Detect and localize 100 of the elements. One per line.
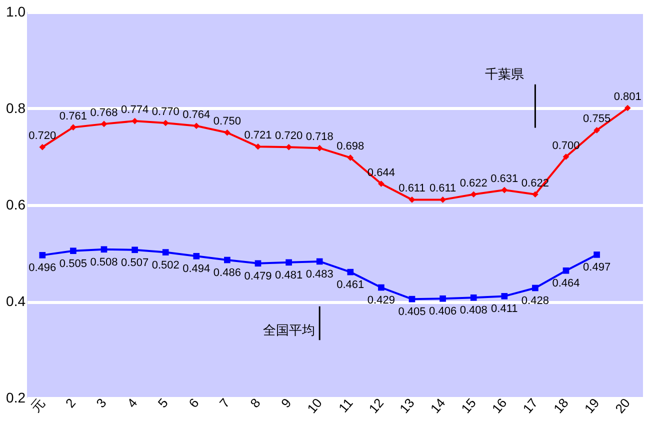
x-tick-label: 18 bbox=[550, 395, 572, 416]
y-tick-label: 0.8 bbox=[6, 100, 26, 116]
x-tick-label: 17 bbox=[520, 395, 541, 416]
x-tick-label: 4 bbox=[124, 395, 140, 411]
point bbox=[316, 258, 323, 265]
x-tick-label: 15 bbox=[458, 395, 479, 416]
data-label: 0.611 bbox=[429, 182, 456, 195]
data-label: 0.464 bbox=[552, 278, 580, 290]
data-label: 0.770 bbox=[152, 106, 180, 118]
data-label: 0.755 bbox=[583, 113, 611, 126]
point bbox=[193, 122, 200, 130]
x-tick-label: 8 bbox=[247, 395, 264, 411]
data-label: 0.768 bbox=[90, 106, 118, 119]
point bbox=[286, 259, 292, 266]
point bbox=[624, 104, 631, 112]
point bbox=[408, 296, 416, 302]
x-tick-label: 9 bbox=[278, 395, 294, 411]
data-label: 0.505 bbox=[59, 258, 87, 270]
x-tick-label: 5 bbox=[154, 395, 171, 411]
data-label: 0.408 bbox=[460, 304, 488, 317]
data-label: 0.429 bbox=[367, 294, 395, 307]
point bbox=[408, 196, 416, 203]
x-tick-label: 14 bbox=[427, 395, 448, 416]
text: 千葉県 bbox=[484, 66, 524, 82]
data-label: 0.720 bbox=[275, 130, 303, 142]
point bbox=[132, 118, 138, 124]
y-tick-label: 1.0 bbox=[6, 4, 26, 20]
point bbox=[39, 144, 46, 150]
data-label: 0.622 bbox=[460, 177, 488, 190]
data-label: 0.750 bbox=[213, 116, 241, 128]
point bbox=[470, 294, 477, 301]
point bbox=[562, 267, 570, 274]
x-tick-label: 10 bbox=[304, 395, 325, 416]
data-label: 0.761 bbox=[59, 110, 87, 122]
data-label: 0.718 bbox=[306, 131, 334, 144]
point bbox=[193, 252, 200, 260]
point bbox=[347, 268, 354, 276]
point bbox=[594, 127, 600, 134]
x-tick-label: 20 bbox=[612, 395, 633, 416]
point bbox=[132, 246, 138, 254]
x-tick-label: 11 bbox=[336, 395, 356, 416]
data-label: 0.461 bbox=[336, 279, 364, 292]
data-label: 0.507 bbox=[121, 256, 149, 269]
point bbox=[100, 246, 108, 253]
point bbox=[440, 295, 446, 302]
data-label: 0.411 bbox=[491, 303, 518, 316]
data-label: 0.479 bbox=[244, 270, 272, 282]
data-label: 0.406 bbox=[429, 306, 457, 318]
point bbox=[501, 293, 508, 300]
point bbox=[532, 191, 538, 198]
data-label: 0.698 bbox=[336, 140, 364, 153]
x-tick-label: 13 bbox=[396, 395, 418, 416]
data-label: 0.631 bbox=[490, 173, 518, 186]
point bbox=[254, 143, 262, 150]
data-label: 0.801 bbox=[614, 91, 642, 104]
y-tick-label: 0.6 bbox=[6, 196, 26, 212]
data-label: 0.502 bbox=[152, 259, 180, 272]
text: 全国平均 bbox=[262, 322, 315, 338]
point bbox=[254, 260, 262, 267]
point bbox=[532, 284, 538, 292]
point bbox=[70, 124, 76, 130]
data-label: 0.774 bbox=[121, 104, 149, 116]
point bbox=[470, 191, 477, 198]
point bbox=[162, 120, 169, 126]
data-label: 0.486 bbox=[213, 267, 241, 280]
point bbox=[286, 144, 292, 150]
point bbox=[224, 256, 230, 264]
x-tick-label: 12 bbox=[366, 395, 387, 416]
point bbox=[378, 180, 384, 187]
x-tick-label: 2 bbox=[62, 395, 79, 411]
point bbox=[501, 186, 508, 194]
data-label: 0.497 bbox=[583, 262, 611, 274]
x-tick-label: 7 bbox=[216, 395, 233, 411]
x-tick-label: 19 bbox=[581, 395, 602, 416]
point bbox=[378, 284, 384, 291]
data-label: 0.405 bbox=[398, 306, 426, 318]
x-tick-label: 3 bbox=[93, 395, 110, 411]
y-tick-label: 0.4 bbox=[6, 293, 26, 309]
point bbox=[316, 144, 323, 152]
data-label: 0.494 bbox=[182, 263, 210, 276]
data-label: 0.764 bbox=[182, 108, 210, 121]
point bbox=[347, 154, 354, 161]
y-tick-label: 0.2 bbox=[6, 390, 26, 406]
data-label: 0.481 bbox=[275, 269, 303, 282]
x-tick-label: 16 bbox=[488, 395, 510, 416]
point bbox=[224, 129, 230, 136]
data-label: 0.496 bbox=[28, 262, 56, 274]
data-label: 0.611 bbox=[398, 182, 426, 195]
data-label: 0.428 bbox=[521, 294, 549, 307]
data-label: 0.721 bbox=[244, 130, 272, 142]
data-label: 0.720 bbox=[28, 130, 56, 142]
x-tick-label: 6 bbox=[186, 395, 202, 411]
point bbox=[594, 252, 600, 258]
point bbox=[162, 249, 169, 256]
point bbox=[39, 252, 46, 258]
point bbox=[70, 248, 76, 254]
data-label: 0.483 bbox=[306, 268, 334, 280]
point bbox=[100, 120, 108, 128]
x-tick-label: 元 bbox=[28, 395, 48, 415]
point bbox=[562, 154, 570, 160]
